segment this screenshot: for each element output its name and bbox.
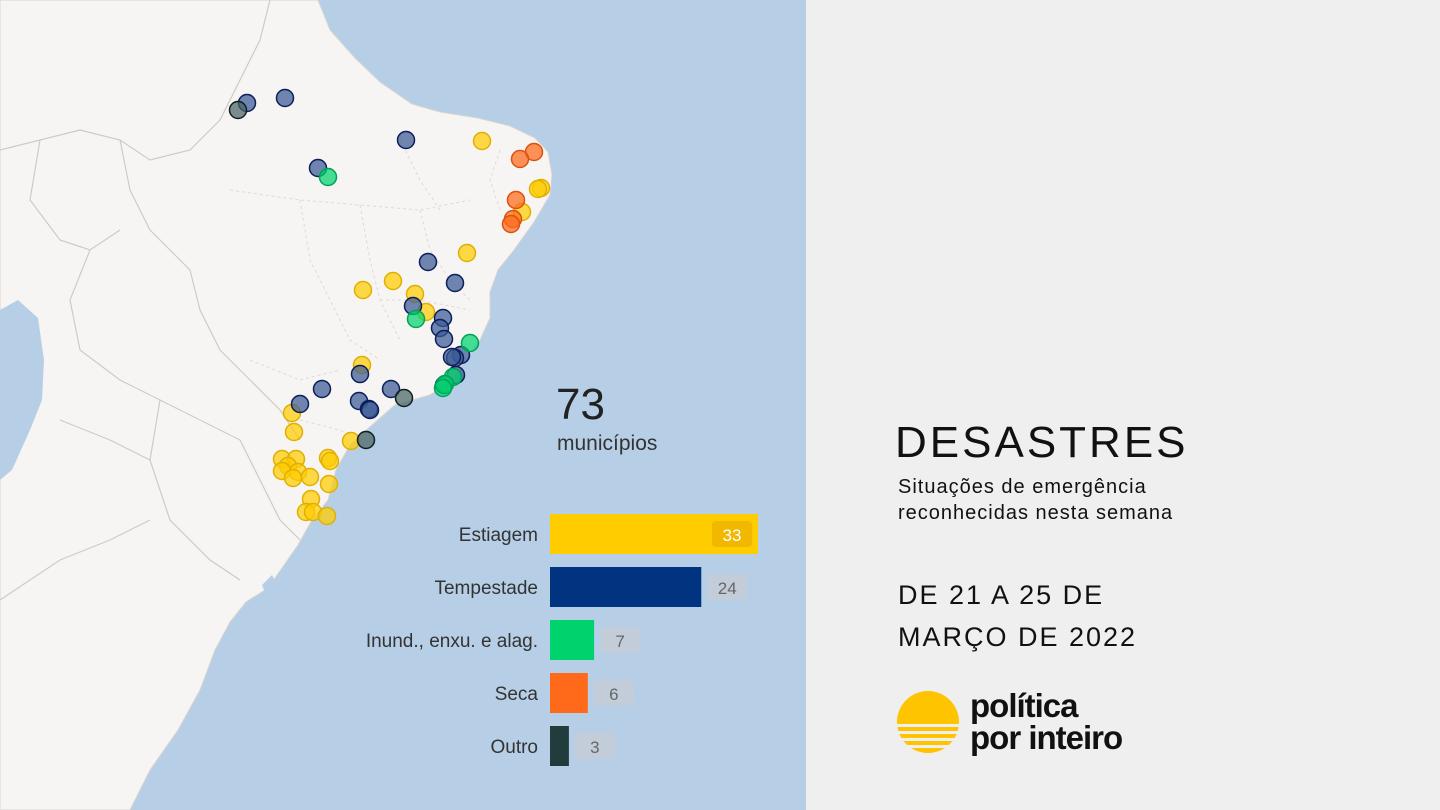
bar-value-label: 24 [718, 579, 737, 598]
map-point-tempestade [360, 400, 380, 420]
sun-logo-icon [897, 691, 959, 753]
map-point-estiagem [528, 179, 548, 199]
subtitle-line-1: Situações de emergência [898, 476, 1147, 498]
map-point-seca [506, 190, 526, 210]
right-panel [806, 0, 1440, 810]
map-point-tempestade [434, 329, 454, 349]
map-point-tempestade [445, 273, 465, 293]
map-point-inundacao [433, 378, 453, 398]
bar-category-label: Outro [490, 737, 538, 758]
subtitle-line-2: reconhecidas nesta semana [898, 502, 1174, 524]
date-line-1: DE 21 A 25 DE [898, 580, 1105, 610]
map-point-estiagem [319, 474, 339, 494]
map-point-tempestade [350, 364, 370, 384]
page-title: DESASTRES [895, 418, 1189, 467]
bar-value-badge [600, 627, 641, 653]
map-point-inundacao [460, 333, 480, 353]
map-point-estiagem [457, 243, 477, 263]
bar-value-badge [707, 574, 748, 600]
bar-value-label: 6 [609, 685, 618, 704]
map-point-estiagem [300, 467, 320, 487]
bar-value-badge [593, 680, 634, 706]
brazil-map: Estiagem 33 Tempestade 24 Inund., enxu. e al… [0, 0, 758, 810]
map-point-tempestade [290, 394, 310, 414]
bar-value-label: 7 [615, 632, 624, 651]
date-range: DE 21 A 25 DE MARÇO DE 2022 [898, 574, 1298, 658]
map-point-estiagem [472, 131, 492, 151]
map-point-tempestade [312, 379, 332, 399]
west-water [0, 300, 44, 480]
bar-category-label: Tempestade [434, 578, 538, 599]
map-point-estiagem [320, 451, 340, 471]
bar [550, 567, 702, 607]
map-point-estiagem [283, 468, 303, 488]
bar-category-label: Seca [495, 684, 539, 705]
map-point-estiagem [383, 271, 403, 291]
map-point-tempestade [396, 130, 416, 150]
bar-value-badge [574, 733, 615, 759]
map-point-estiagem [317, 506, 337, 526]
bar-chart: Estiagem 33 Tempestade 24 Inund., enxu. e al… [366, 514, 758, 766]
bar [550, 673, 588, 713]
map-point-tempestade [442, 347, 462, 367]
map-point-estiagem [353, 280, 373, 300]
map-point-outro [356, 430, 376, 450]
bar-value-badge [712, 521, 752, 547]
map-point-inundacao [406, 309, 426, 329]
map-panel: Estiagem 33 Tempestade 24 Inund., enxu. e al… [0, 0, 806, 810]
bar-category-label: Estiagem [459, 525, 538, 546]
bar-value-label: 3 [590, 738, 599, 757]
lagoon [262, 575, 280, 605]
map-point-tempestade [275, 88, 295, 108]
bar [550, 726, 569, 766]
municipality-count-label: municípios [557, 432, 658, 455]
disaster-points [228, 88, 551, 526]
map-point-tempestade [418, 252, 438, 272]
brand-line-1: política [970, 687, 1079, 724]
map-point-estiagem [284, 422, 304, 442]
bar [550, 620, 595, 660]
municipality-count: 73 [556, 380, 605, 429]
bar-value-label: 33 [723, 526, 742, 545]
brand-name: política por inteiro [970, 687, 1123, 756]
map-point-tempestade [381, 379, 401, 399]
map-point-outro [394, 388, 414, 408]
land-mass [0, 0, 553, 810]
date-line-2: MARÇO DE 2022 [898, 622, 1138, 652]
page-subtitle: Situações de emergência reconhecidas nes… [898, 474, 1278, 526]
map-point-outro [228, 100, 248, 120]
map-point-inundacao [318, 167, 338, 187]
map-point-seca [510, 149, 530, 169]
bar-category-label: Inund., enxu. e alag. [366, 631, 538, 652]
map-point-seca [501, 214, 521, 234]
brand-line-2: por inteiro [970, 719, 1123, 756]
borders [0, 0, 301, 601]
